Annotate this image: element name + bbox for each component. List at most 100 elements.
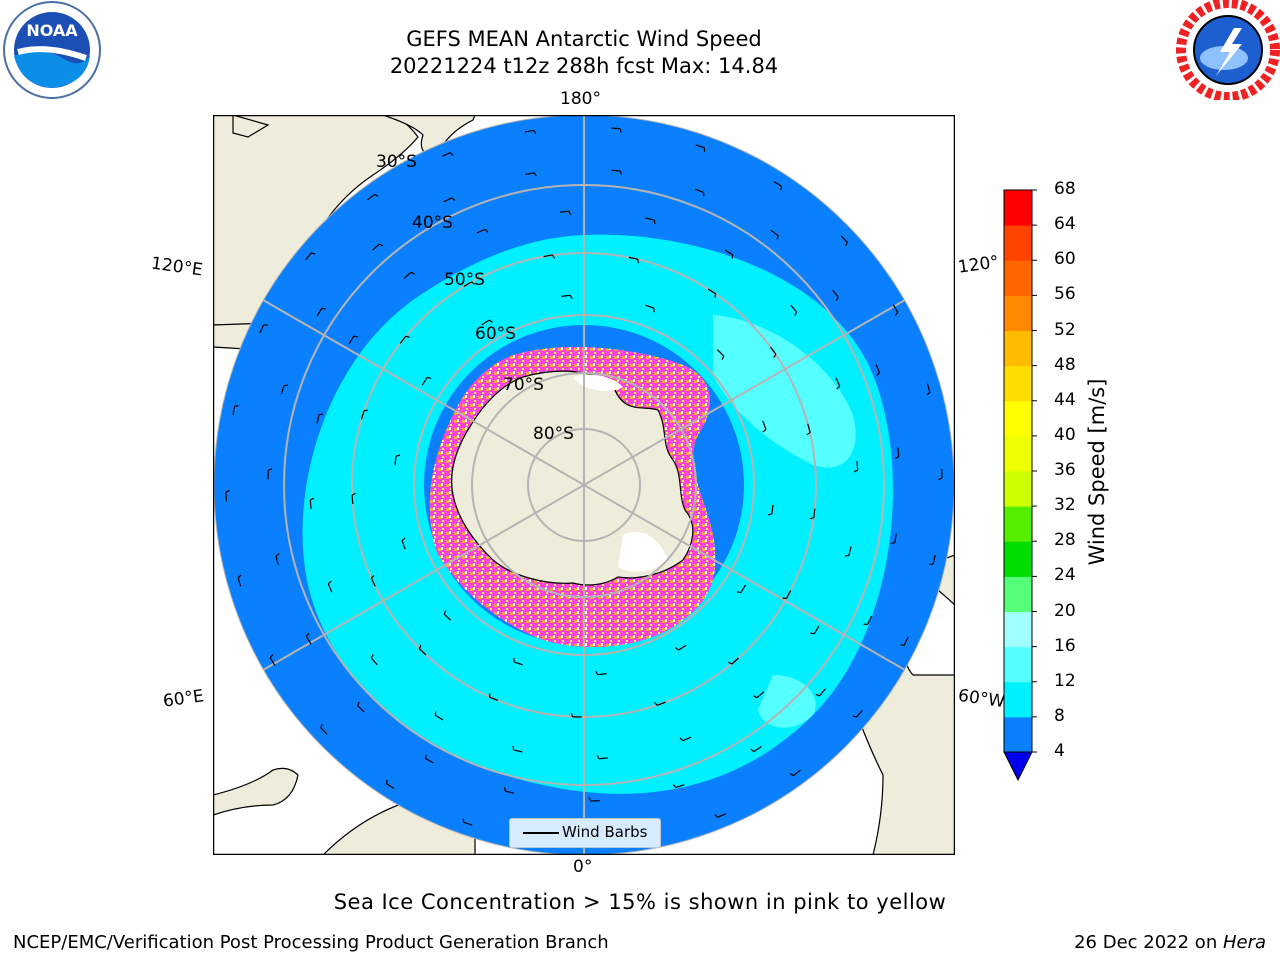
wind-barb (401, 540, 406, 550)
lat-label-50s: 50°S (444, 270, 485, 290)
wind-barb (932, 554, 936, 564)
wind-barb (717, 813, 727, 818)
wind-barb (657, 701, 666, 706)
wind-barb (524, 129, 534, 133)
colorbar-tick-label: 12 (1054, 670, 1076, 691)
wind-barb-flag (672, 784, 677, 788)
wind-barb (305, 252, 312, 261)
wind-barb-flag (926, 391, 931, 396)
colorbar-segment (1004, 611, 1032, 648)
wind-barb (903, 636, 909, 646)
wind-barb-flag (767, 513, 773, 516)
colorbar-segment (1004, 225, 1032, 261)
wind-barb-flag (512, 745, 515, 751)
wind-barb (807, 423, 811, 433)
wind-barb (443, 197, 453, 203)
colorbar-tick-label: 8 (1054, 705, 1065, 726)
colorbar-extend-arrow (1003, 751, 1033, 782)
wind-barb-flag (471, 281, 476, 285)
wind-barb (645, 217, 655, 221)
colorbar-segment (1004, 365, 1032, 402)
colorbar-label: Wind Speed [m/s] (1085, 378, 1109, 566)
wind-barb-flag (443, 610, 447, 615)
wind-barb (773, 181, 782, 187)
wind-barb-flag (853, 469, 859, 473)
wind-barb-flag (552, 254, 556, 259)
wind-barbs (225, 127, 943, 843)
wind-barb (598, 757, 608, 760)
wind-barb-flag (353, 335, 358, 338)
wind-barb-flag (533, 172, 537, 177)
wind-barb (813, 625, 820, 635)
wind-barb (370, 657, 378, 666)
wind-barb-flag (434, 711, 437, 716)
wind-barb-flag (728, 661, 733, 665)
wind-barb-flag (351, 492, 356, 496)
nws-logo (1176, 0, 1280, 100)
wind-barb (771, 504, 774, 514)
wind-barb-flag (357, 701, 360, 706)
wind-barb (543, 254, 553, 258)
wind-barb (561, 294, 571, 297)
wind-barb (848, 546, 852, 556)
wind-barb (259, 324, 265, 334)
wind-barb (724, 249, 734, 256)
wind-barb (394, 456, 397, 466)
lat-label-80s: 80°S (533, 424, 574, 444)
map-panel (213, 115, 955, 855)
wind-barb (819, 688, 826, 697)
wind-barb (597, 673, 607, 676)
wind-barb (856, 709, 863, 718)
colorbar-tick-label: 44 (1054, 389, 1076, 410)
footer-left: NCEP/EMC/Verification Post Processing Pr… (13, 932, 609, 953)
wind-barb-flag (379, 243, 384, 247)
wind-barb-flag (619, 170, 623, 175)
colorbar-segment (1004, 541, 1032, 577)
colorbar (1003, 189, 1037, 782)
wind-barb (675, 784, 685, 789)
wind-barb-flag (789, 773, 794, 777)
wind-barb (731, 657, 739, 665)
colorbar-tick-label: 16 (1054, 635, 1076, 656)
wind-barb (476, 228, 486, 234)
wind-barb (716, 349, 725, 357)
wind-barb-flag (488, 319, 493, 323)
wind-barb (645, 304, 655, 309)
wind-barb (360, 410, 365, 420)
lon-label-60w: 60°W (956, 685, 1007, 713)
colorbar-tick-label: 56 (1054, 284, 1076, 305)
wind-barb-flag (794, 311, 798, 316)
wind-barb-flag (385, 779, 388, 784)
wind-barb (275, 555, 279, 565)
wind-barb (316, 414, 320, 424)
lon-label-120w: 120° (956, 252, 1001, 278)
wind-barb (327, 583, 333, 593)
colorbar-segment (1004, 400, 1032, 437)
wind-barb-flag (619, 128, 622, 133)
wind-barb-flag (596, 754, 600, 760)
wind-barb-flag (449, 152, 454, 157)
wind-barb-flag (762, 428, 767, 433)
ice-shelf (618, 531, 668, 572)
wind-barb (695, 144, 705, 149)
colorbar-segment (1004, 295, 1032, 331)
wind-barb (560, 210, 570, 213)
wind-barb-flag (595, 670, 599, 675)
wind-barb (513, 661, 523, 666)
wind-barb (320, 727, 328, 735)
wind-barb-flag (637, 259, 640, 264)
wind-barb-flag (890, 542, 895, 545)
wind-barb-flag (309, 497, 315, 501)
wind-barb-flag (401, 537, 406, 542)
wind-barb (421, 377, 428, 386)
wind-barb (867, 615, 873, 625)
footer-machine: Hera (1222, 932, 1266, 953)
colorbar-tick-label: 60 (1054, 249, 1076, 270)
wind-barb (441, 152, 451, 157)
wind-barb-flag (568, 210, 572, 216)
wind-barb-flag (269, 654, 274, 659)
wind-barb (832, 289, 839, 298)
wind-barb-flag (815, 693, 820, 697)
lat-label-40s: 40°S (412, 213, 453, 233)
wind-barb-flag (780, 186, 783, 191)
